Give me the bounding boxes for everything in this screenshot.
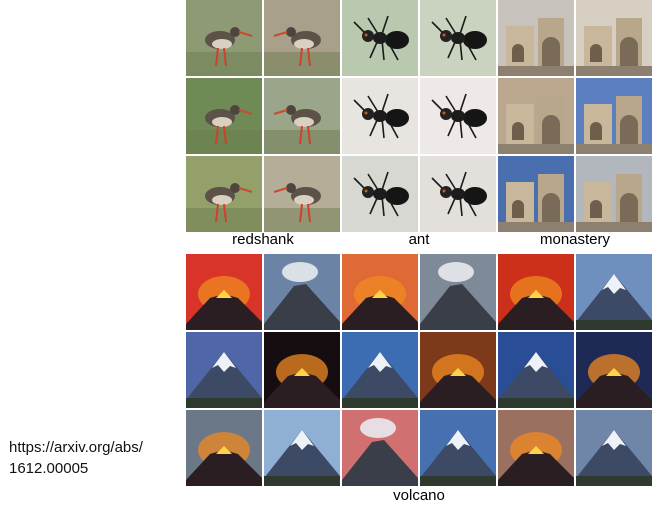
tile-ant-image [420,0,496,76]
caption-redshank: redshank [232,231,294,248]
tile-volcano-image [420,254,496,330]
tile-volcano-image [186,410,262,486]
image-grid-top [186,0,652,232]
citation-line-1: https://arxiv.org/abs/ [9,439,143,456]
tile-monastery-image [576,78,652,154]
tile-monastery-image [576,156,652,232]
tile-volcano-image [264,254,340,330]
tile-volcano-image [498,254,574,330]
tile-ant-image [420,156,496,232]
tile-bird-image [264,0,340,76]
image-grid-bottom [186,254,652,486]
tile-ant-image [342,78,418,154]
tile-volcano-image [576,254,652,330]
caption-monastery: monastery [539,231,611,248]
tile-ant-image [342,0,418,76]
tile-volcano-image [420,410,496,486]
tile-bird-image [264,78,340,154]
caption-volcano: volcano [393,487,445,504]
tile-volcano-image [186,254,262,330]
tile-bird-image [264,156,340,232]
tile-volcano-image [342,410,418,486]
caption-ant: ant [408,231,430,248]
tile-monastery-image [498,156,574,232]
citation: https://arxiv.org/abs/ 1612.00005 [9,437,179,479]
tile-volcano-image [498,410,574,486]
tile-monastery-image [498,78,574,154]
tile-monastery-image [576,0,652,76]
tile-bird-image [186,78,262,154]
tile-volcano-image [342,332,418,408]
tile-volcano-image [264,332,340,408]
tile-volcano-image [576,332,652,408]
tile-volcano-image [498,332,574,408]
tile-bird-image [186,0,262,76]
tile-bird-image [186,156,262,232]
tile-volcano-image [342,254,418,330]
tile-monastery-image [498,0,574,76]
tile-ant-image [342,156,418,232]
tile-volcano-image [420,332,496,408]
tile-volcano-image [576,410,652,486]
tile-volcano-image [186,332,262,408]
tile-volcano-image [264,410,340,486]
citation-line-2: 1612.00005 [9,460,89,477]
tile-ant-image [420,78,496,154]
